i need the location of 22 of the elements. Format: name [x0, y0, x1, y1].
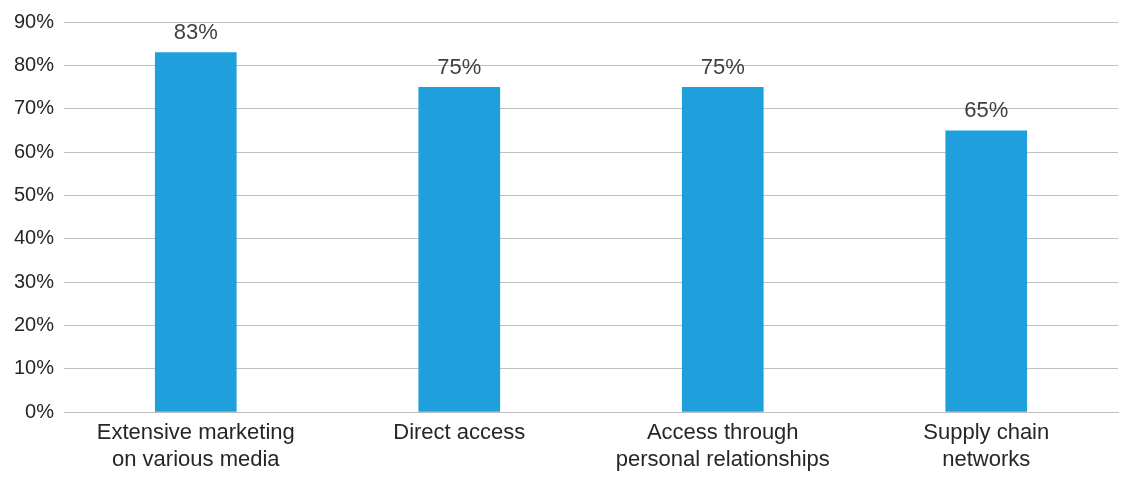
x-tick-label: Access through personal relationships [615, 419, 830, 471]
x-tick-label: Extensive marketing on various media [96, 419, 295, 471]
y-tick-label: 30% [14, 269, 55, 292]
bar [418, 87, 501, 412]
x-tick-label: Direct access [393, 419, 526, 445]
y-tick-label: 0% [25, 399, 55, 422]
data-label: 83% [173, 19, 218, 45]
data-label: 65% [964, 97, 1009, 123]
y-tick-label: 90% [14, 9, 55, 32]
y-tick-label: 10% [14, 356, 55, 379]
bar [154, 52, 237, 412]
bar [681, 87, 764, 412]
y-tick-label: 70% [14, 96, 55, 119]
x-tick-label: Supply chain networks [923, 419, 1050, 471]
data-label: 75% [700, 54, 745, 80]
y-tick-label: 20% [14, 313, 55, 335]
y-tick-label: 80% [14, 52, 55, 75]
y-tick-label: 50% [14, 182, 55, 205]
bar [945, 130, 1028, 412]
data-label: 75% [437, 54, 482, 80]
y-tick-label: 40% [14, 226, 55, 249]
y-tick-label: 60% [14, 139, 55, 162]
